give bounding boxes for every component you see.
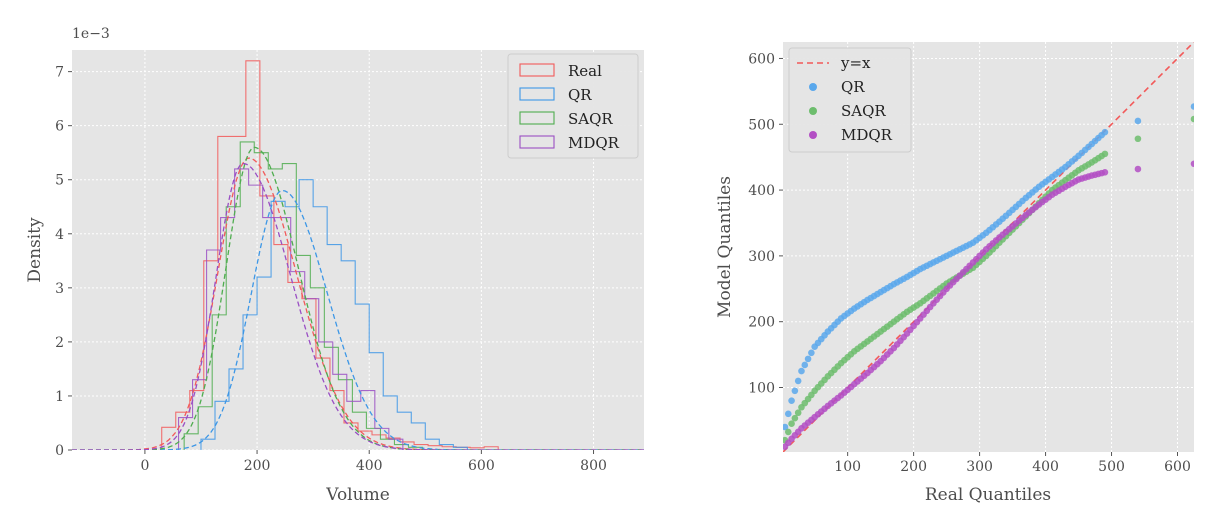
qq-point-qr — [1101, 128, 1109, 136]
qq-panel: 100 200 300 400 500 600 100 200 300 400 500 600 Re… — [715, 42, 1194, 505]
histogram-legend-swatch-mdqr — [519, 135, 555, 149]
qq-x-ticks: 100 200 300 400 500 600 — [834, 452, 1191, 475]
kde-curve-saqr — [72, 146, 644, 450]
qq-point-qr — [784, 410, 792, 418]
qq-point-qr — [808, 349, 815, 357]
qq-y-tick-label: 300 — [748, 249, 775, 265]
histogram-y-tick-label: 1 — [55, 389, 64, 405]
qq-legend-label-reference: y=x — [840, 54, 871, 72]
histogram-grid — [72, 50, 644, 451]
qq-legend-label-saqr: SAQR — [841, 102, 886, 120]
qq-x-tick-label: 600 — [1164, 459, 1191, 475]
histogram-legend: Real QR SAQR MDQR — [507, 53, 639, 159]
histogram-panel: 0 200 400 600 800 0 1 2 3 4 5 6 7 1e−3 Volume Densi… — [25, 26, 644, 505]
histogram-legend-label-mdqr: MDQR — [568, 134, 620, 152]
histogram-y-tick-label: 5 — [55, 173, 64, 189]
qq-x-tick-label: 500 — [1098, 459, 1125, 475]
qq-y-tick-label: 200 — [748, 315, 775, 331]
qq-y-tick-label: 600 — [748, 51, 775, 67]
histogram-bars — [161, 60, 499, 450]
histogram-y-tick-label: 6 — [55, 119, 64, 135]
qq-point-qr — [783, 423, 789, 431]
qq-point-saqr — [791, 414, 799, 422]
histogram-steps-qr — [200, 179, 468, 450]
qq-legend-box — [788, 47, 912, 153]
histogram-y-tick-label: 2 — [55, 335, 64, 351]
qq-point-mdqr — [1101, 169, 1109, 176]
histogram-legend-swatch-qr — [519, 87, 555, 101]
histogram-steps-mdqr — [177, 168, 404, 450]
qq-point-qr — [798, 367, 805, 375]
kde-curve-real — [72, 157, 644, 450]
histogram-steps-real — [161, 60, 499, 450]
qq-point-qr — [801, 361, 809, 369]
qq-y-ticks: 100 200 300 400 500 600 — [748, 51, 783, 397]
histogram-kde-curves — [72, 146, 644, 450]
qq-x-tick-label: 100 — [834, 459, 861, 475]
qq-point-qr — [1134, 117, 1142, 125]
histogram-y-tick-label: 7 — [55, 65, 64, 81]
histogram-x-tick-label: 600 — [468, 458, 495, 474]
histogram-legend-label-qr: QR — [568, 86, 592, 104]
histogram-legend-box — [507, 53, 639, 159]
qq-legend-label-mdqr: MDQR — [841, 126, 893, 144]
qq-point-qr — [788, 397, 795, 404]
qq-point-saqr — [794, 409, 802, 417]
qq-points — [783, 103, 1194, 451]
histogram-steps-saqr — [183, 141, 424, 450]
qq-x-axis-label: Real Quantiles — [925, 485, 1051, 505]
qq-legend-swatch-saqr — [809, 107, 817, 115]
qq-point-saqr — [1134, 135, 1142, 143]
histogram-offset-label: 1e−3 — [72, 26, 110, 42]
kde-curve-mdqr — [72, 162, 644, 450]
qq-legend: y=x QR SAQR MDQR — [788, 47, 912, 153]
qq-x-tick-label: 200 — [900, 459, 927, 475]
qq-y-tick-label: 500 — [748, 117, 775, 133]
histogram-y-tick-label: 0 — [55, 443, 64, 459]
qq-point-saqr — [1101, 150, 1109, 158]
qq-point-saqr — [788, 420, 795, 428]
histogram-legend-swatch-real — [519, 63, 555, 77]
histogram-y-tick-label: 4 — [55, 227, 64, 243]
histogram-y-tick-label: 3 — [55, 281, 64, 297]
qq-point-saqr — [784, 428, 792, 436]
qq-point-qr — [794, 377, 802, 385]
histogram-x-tick-label: 800 — [580, 458, 607, 474]
qq-y-tick-label: 400 — [748, 183, 775, 199]
qq-point-mdqr — [1134, 165, 1142, 173]
histogram-x-axis-label: Volume — [325, 485, 390, 505]
histogram-legend-swatch-saqr — [519, 111, 555, 125]
qq-legend-swatch-qr — [809, 83, 817, 91]
qq-point-mdqr — [1190, 160, 1194, 168]
qq-y-tick-label: 100 — [748, 381, 775, 397]
qq-legend-swatch-mdqr — [809, 131, 817, 139]
histogram-x-tick-label: 400 — [356, 458, 383, 474]
qq-x-tick-label: 400 — [1032, 459, 1059, 475]
qq-y-axis-label: Model Quantiles — [715, 176, 735, 318]
histogram-x-tick-label: 0 — [140, 458, 149, 474]
histogram-y-ticks: 0 1 2 3 4 5 6 7 — [55, 65, 72, 459]
histogram-y-axis-label: Density — [25, 217, 45, 283]
histogram-x-tick-label: 200 — [244, 458, 271, 474]
histogram-x-ticks: 0 200 400 600 800 — [140, 450, 607, 474]
histogram-legend-label-real: Real — [568, 62, 602, 80]
qq-legend-label-qr: QR — [841, 78, 865, 96]
qq-point-qr — [791, 387, 799, 395]
qq-point-saqr — [1190, 115, 1194, 123]
qq-x-tick-label: 300 — [966, 459, 993, 475]
qq-point-qr — [804, 355, 812, 363]
histogram-legend-label-saqr: SAQR — [568, 110, 613, 128]
qq-point-qr — [1190, 103, 1194, 110]
